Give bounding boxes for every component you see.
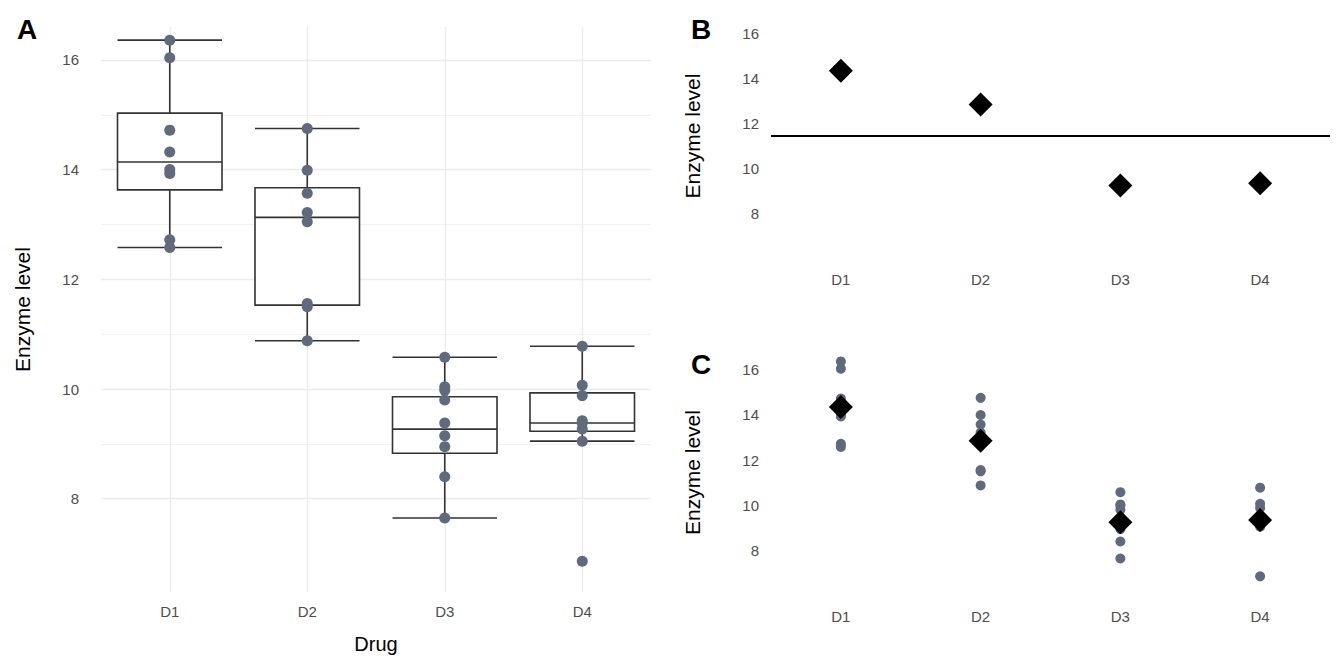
svg-text:Enzyme level: Enzyme level [11, 247, 34, 372]
svg-text:Enzyme level: Enzyme level [681, 410, 704, 535]
svg-text:D2: D2 [971, 608, 990, 625]
svg-text:D3: D3 [1111, 271, 1130, 288]
svg-text:D2: D2 [298, 603, 317, 620]
svg-text:B: B [691, 14, 711, 45]
svg-text:D1: D1 [831, 608, 850, 625]
svg-text:Enzyme level: Enzyme level [681, 74, 704, 199]
svg-text:16: 16 [742, 25, 759, 42]
svg-text:12: 12 [742, 115, 759, 132]
svg-text:D2: D2 [971, 271, 990, 288]
svg-text:A: A [17, 14, 37, 45]
svg-text:D1: D1 [831, 271, 850, 288]
svg-text:10: 10 [742, 497, 759, 514]
svg-text:12: 12 [62, 271, 79, 288]
svg-text:D3: D3 [435, 603, 454, 620]
svg-text:8: 8 [751, 542, 759, 559]
svg-text:D4: D4 [1251, 271, 1270, 288]
svg-text:10: 10 [62, 381, 79, 398]
svg-text:8: 8 [751, 205, 759, 222]
svg-text:14: 14 [62, 161, 79, 178]
svg-text:C: C [691, 349, 711, 380]
svg-text:14: 14 [742, 70, 759, 87]
svg-text:Drug: Drug [354, 633, 397, 655]
svg-text:D3: D3 [1111, 608, 1130, 625]
svg-text:14: 14 [742, 406, 759, 423]
svg-text:16: 16 [62, 51, 79, 68]
svg-text:D4: D4 [573, 603, 592, 620]
svg-text:16: 16 [742, 361, 759, 378]
svg-text:D1: D1 [160, 603, 179, 620]
svg-text:D4: D4 [1251, 608, 1270, 625]
svg-text:12: 12 [742, 452, 759, 469]
svg-text:10: 10 [742, 160, 759, 177]
svg-text:8: 8 [71, 490, 79, 507]
